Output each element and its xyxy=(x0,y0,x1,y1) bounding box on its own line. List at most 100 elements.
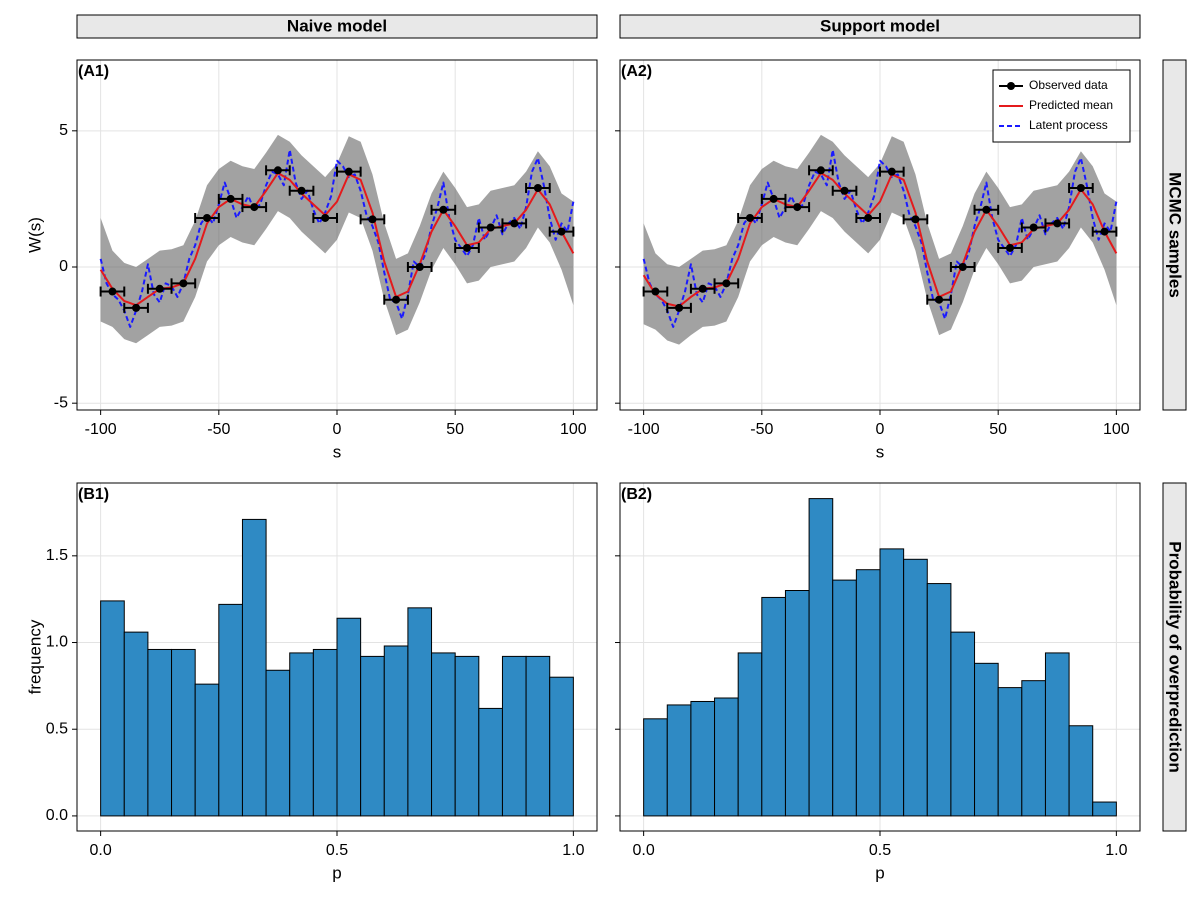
bar xyxy=(903,558,928,817)
y-tick-label: 0.5 xyxy=(46,720,68,737)
bar xyxy=(926,583,952,817)
data-point xyxy=(203,213,211,222)
x-tick-label: 0.0 xyxy=(90,842,112,859)
bar xyxy=(832,579,857,817)
bar xyxy=(643,718,668,817)
row-label: MCMC samples xyxy=(1166,172,1185,298)
data-point xyxy=(510,219,519,228)
y-tick-label: 0 xyxy=(59,258,68,275)
bar xyxy=(1044,652,1070,817)
bar xyxy=(784,590,810,817)
bar xyxy=(312,648,338,817)
data-point xyxy=(1076,184,1085,193)
x-tick-label: 0 xyxy=(876,421,885,438)
data-point xyxy=(226,194,235,203)
bar xyxy=(950,631,976,817)
data-point xyxy=(132,303,141,312)
plot-area xyxy=(77,60,597,410)
data-point xyxy=(368,215,377,224)
plot-frame xyxy=(76,59,598,411)
data-point xyxy=(179,279,188,288)
panel-label: (A1) xyxy=(78,63,109,80)
sample-band xyxy=(100,134,574,344)
bar xyxy=(289,652,314,817)
data-point xyxy=(887,167,896,176)
bar xyxy=(241,518,267,817)
bar xyxy=(336,617,362,817)
data-point xyxy=(557,227,566,236)
x-axis-label: p xyxy=(875,863,884,882)
panel-label: (B2) xyxy=(621,486,652,503)
plot-area xyxy=(620,483,1140,831)
bar xyxy=(714,697,739,817)
bar xyxy=(1068,725,1094,817)
legend-label: Predicted mean xyxy=(1029,98,1113,112)
panel-label: (B1) xyxy=(78,486,109,503)
data-point xyxy=(155,284,164,293)
data-point xyxy=(651,287,660,296)
column-strip xyxy=(619,14,1141,39)
x-axis-label: s xyxy=(333,442,342,461)
y-tick-label: 5 xyxy=(59,122,68,139)
data-point xyxy=(273,166,282,175)
x-tick-label: 50 xyxy=(446,421,464,438)
row-strip xyxy=(1162,59,1187,411)
x-tick-label: 0.5 xyxy=(326,842,348,859)
bar xyxy=(1092,801,1117,817)
data-point xyxy=(439,205,448,214)
x-tick-label: 1.0 xyxy=(1105,842,1127,859)
data-point xyxy=(958,263,967,272)
x-tick-label: 0 xyxy=(333,421,342,438)
bar xyxy=(100,600,125,817)
column-strip xyxy=(76,14,598,39)
data-point xyxy=(675,303,684,312)
bar xyxy=(855,569,881,817)
plot-frame xyxy=(619,482,1141,832)
data-point xyxy=(392,295,401,304)
x-tick-label: -100 xyxy=(85,421,117,438)
data-point xyxy=(533,184,542,193)
data-point xyxy=(911,215,920,224)
bar xyxy=(690,700,716,817)
panel-label: (A2) xyxy=(621,63,652,80)
bar xyxy=(761,596,786,817)
data-point xyxy=(746,213,754,222)
bar xyxy=(666,704,692,817)
data-point xyxy=(769,194,778,203)
data-point xyxy=(1006,243,1014,252)
data-point xyxy=(108,287,117,296)
data-point xyxy=(982,205,991,214)
bar xyxy=(454,655,480,817)
plot-frame xyxy=(76,482,598,832)
bar xyxy=(265,669,291,817)
data-point xyxy=(1053,219,1062,228)
bar xyxy=(549,676,574,817)
dashed-line xyxy=(99,148,575,328)
plot-area xyxy=(77,483,597,831)
x-tick-label: 100 xyxy=(560,421,587,438)
data-point xyxy=(935,295,944,304)
bar xyxy=(218,603,243,817)
bar xyxy=(171,648,196,817)
legend-label: Observed data xyxy=(1029,78,1108,92)
data-point xyxy=(297,186,306,195)
bar xyxy=(808,498,834,817)
x-tick-label: 0.0 xyxy=(633,842,655,859)
data-point xyxy=(1029,223,1038,232)
x-axis-label: s xyxy=(876,442,885,461)
bar xyxy=(737,652,763,817)
bar xyxy=(525,655,551,817)
bar xyxy=(194,683,220,817)
data-point xyxy=(864,213,873,222)
y-axis-label: frequency xyxy=(25,619,44,694)
plot-frame xyxy=(619,59,1141,411)
x-tick-label: -100 xyxy=(628,421,660,438)
data-point xyxy=(793,203,802,212)
data-point xyxy=(250,203,259,212)
x-tick-label: 100 xyxy=(1103,421,1130,438)
x-tick-label: 50 xyxy=(989,421,1007,438)
data-point xyxy=(486,223,495,232)
y-tick-label: 0.0 xyxy=(46,807,68,824)
data-point xyxy=(463,243,471,252)
